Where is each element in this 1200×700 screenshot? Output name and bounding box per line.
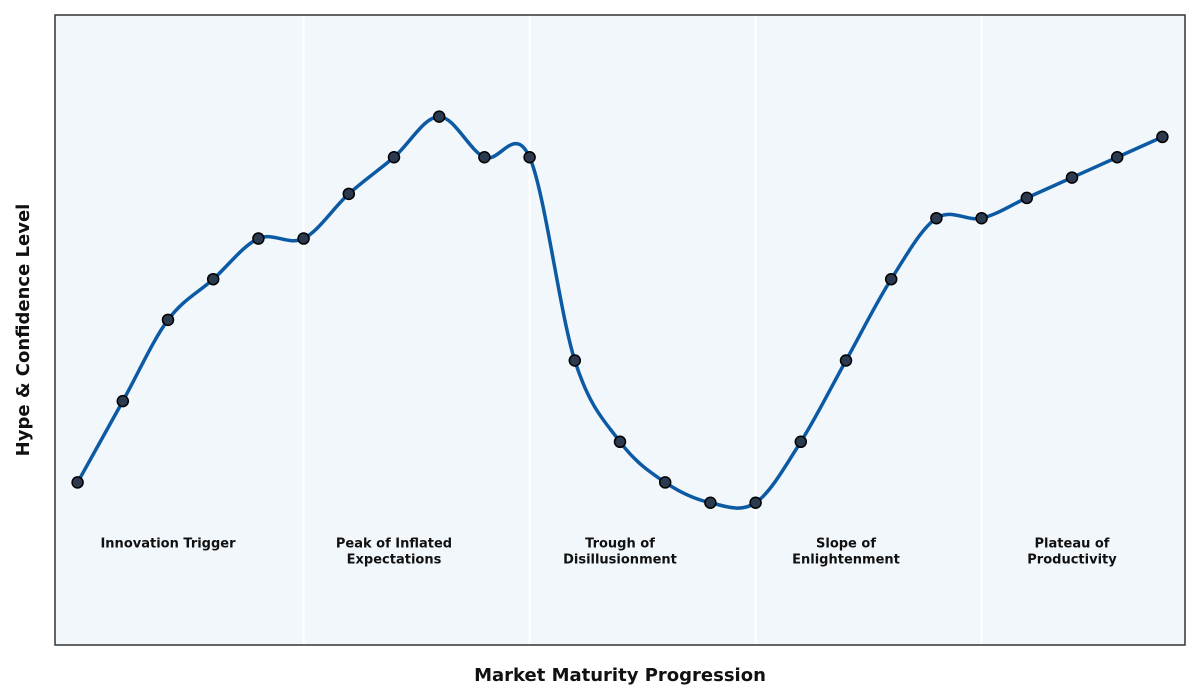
data-point-5 (252, 232, 265, 245)
data-point-6 (297, 232, 310, 245)
phase-label-3: Trough of Disillusionment (563, 536, 677, 567)
data-point-12 (568, 354, 582, 367)
phase-separators (302, 15, 983, 645)
phase-label-5: Plateau of Productivity (1027, 536, 1117, 567)
phase-label-2: Peak of Inflated Expectations (336, 536, 452, 567)
data-point-17 (794, 435, 808, 449)
plot-area (55, 15, 1185, 645)
data-point-16 (749, 496, 762, 509)
data-point-22 (1020, 191, 1034, 205)
data-point-15 (704, 496, 717, 509)
x-axis-title: Market Maturity Progression (474, 665, 766, 686)
phase-labels: Innovation Trigger Peak of Inflated Expect… (100, 536, 1117, 567)
data-point-4 (206, 272, 220, 286)
data-point-25 (1156, 130, 1169, 144)
phase-label-1: Innovation Trigger (100, 536, 236, 551)
data-point-1 (71, 476, 84, 489)
phase-label-4: Slope of Enlightenment (792, 536, 900, 567)
data-point-3 (161, 313, 175, 327)
data-point-13 (613, 435, 627, 449)
data-point-9 (432, 110, 446, 123)
y-axis-title: Hype & Confidence Level (13, 204, 34, 457)
data-point-2 (116, 394, 130, 408)
data-point-24 (1110, 151, 1124, 164)
data-point-11 (523, 151, 536, 164)
data-point-7 (342, 187, 356, 201)
data-point-23 (1065, 171, 1079, 184)
plot-frame (54, 14, 1186, 646)
data-point-8 (387, 151, 401, 164)
data-points (71, 110, 1169, 509)
data-point-20 (930, 211, 943, 225)
data-point-21 (975, 211, 988, 225)
data-point-14 (658, 476, 672, 489)
data-point-18 (839, 354, 853, 367)
data-point-19 (884, 272, 898, 286)
data-point-10 (478, 151, 491, 164)
